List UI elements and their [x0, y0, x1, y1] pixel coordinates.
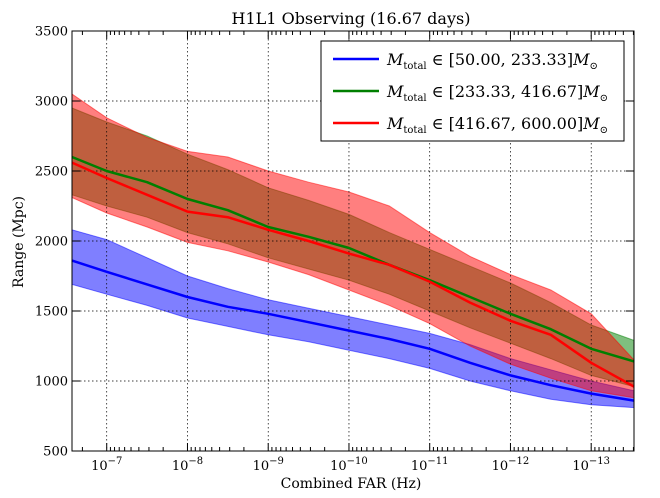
line-series-2 [71, 155, 635, 363]
y-tick-label-7: 3500 [35, 25, 68, 40]
x-axis-title: Combined FAR (Hz) [281, 476, 422, 492]
x-tick-label-4: 10−10 [330, 456, 368, 474]
y-axis-title: Range (Mpc) [11, 196, 27, 288]
line-series-3 [71, 161, 635, 388]
legend: Mtotal ∈ [50.00, 233.33]M⊙ Mtotal ∈ [233.… [320, 40, 625, 142]
x-tick-label-6: 10−12 [492, 456, 530, 474]
x-tick-label-1: 10−7 [91, 456, 122, 474]
y-tick-labels: 500 1000 1500 2000 2500 3000 3500 [35, 25, 68, 460]
legend-label-3: Mtotal ∈ [416.67, 600.00]M⊙ [386, 114, 608, 136]
legend-label-1: Mtotal ∈ [50.00, 233.33]M⊙ [386, 50, 598, 72]
axis-ticks [72, 30, 634, 452]
y-tick-label-3: 1500 [35, 305, 68, 320]
y-tick-label-5: 2500 [35, 165, 68, 180]
x-tick-label-7: 10−13 [572, 456, 610, 474]
x-tick-label-2: 10−8 [172, 456, 203, 474]
y-tick-label-6: 3000 [35, 95, 68, 110]
x-tick-label-5: 10−11 [411, 456, 449, 474]
line-series-1 [71, 259, 635, 402]
y-tick-label-2: 1000 [35, 375, 68, 390]
series-lines [71, 155, 635, 402]
legend-label-2: Mtotal ∈ [233.33, 416.67]M⊙ [386, 82, 608, 104]
x-tick-label-3: 10−9 [253, 456, 284, 474]
x-tick-labels: 10−7 10−8 10−9 10−10 10−11 10−12 10−13 [91, 456, 610, 474]
y-tick-label-4: 2000 [35, 235, 68, 250]
chart-title: H1L1 Observing (16.67 days) [232, 9, 471, 28]
y-tick-label-1: 500 [43, 445, 68, 460]
